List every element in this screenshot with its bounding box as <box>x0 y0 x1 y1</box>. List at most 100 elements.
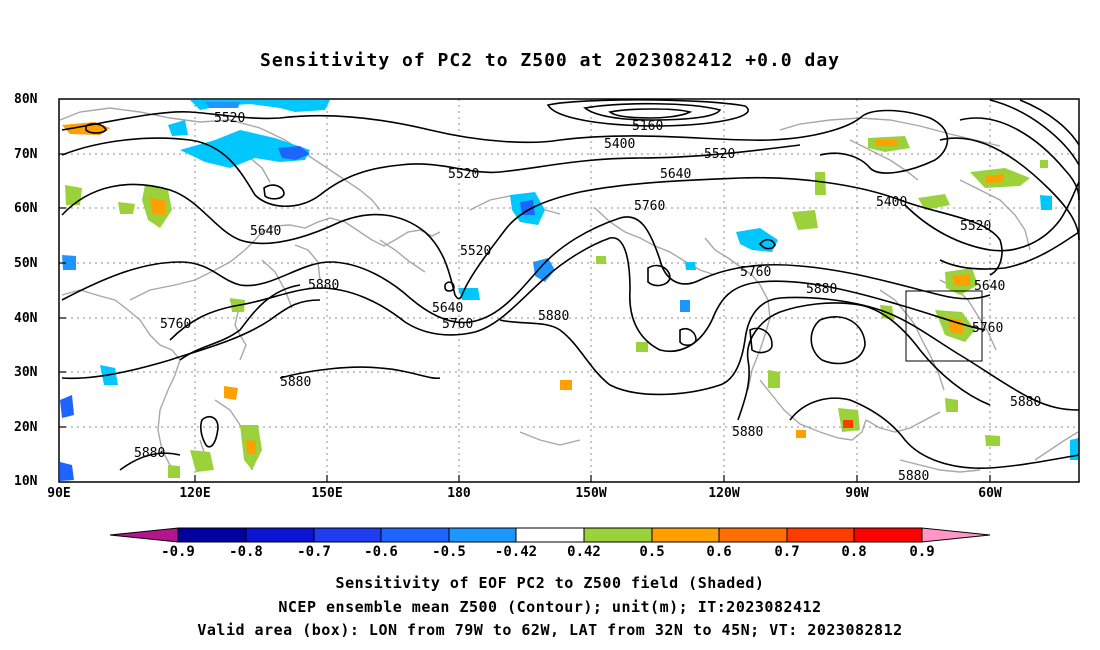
colorbar-swatch <box>583 527 653 543</box>
colorbar-label: 0.6 <box>706 544 732 560</box>
lon-label: 120E <box>179 486 211 501</box>
shade-negative <box>520 200 535 215</box>
contour-label: 5760 <box>740 265 771 280</box>
shade-negative <box>60 462 74 481</box>
shade-positive <box>843 420 853 428</box>
lon-label: 150E <box>311 486 343 501</box>
colorbar-swatch <box>245 527 315 543</box>
shade-positive <box>560 380 572 390</box>
shade-negative <box>278 146 310 160</box>
lon-label: 90W <box>845 486 869 501</box>
shade-positive <box>118 202 135 214</box>
colorbar-label: 0.7 <box>774 544 800 560</box>
colorbar-label: -0.5 <box>432 544 466 560</box>
colorbar-swatch <box>177 527 247 543</box>
colorbar <box>109 527 991 543</box>
contour-label: 5640 <box>660 167 691 182</box>
z500-contours <box>61 99 1080 471</box>
shade-positive <box>875 140 898 146</box>
contour-label: 5760 <box>160 317 191 332</box>
shade-negative <box>60 395 74 418</box>
shade-negative <box>685 262 696 270</box>
contour-label: 5160 <box>632 119 663 134</box>
shade-positive <box>815 172 826 195</box>
shade-negative <box>62 255 76 270</box>
colorbar-label: -0.7 <box>297 544 331 560</box>
shade-negative <box>1070 438 1079 460</box>
colorbar-label: -0.8 <box>229 544 263 560</box>
colorbar-swatch <box>786 527 855 543</box>
colorbar-label: 0.9 <box>909 544 935 560</box>
shade-positive <box>65 185 82 205</box>
contour-label: 5880 <box>134 446 165 461</box>
lon-label: 150W <box>575 486 607 501</box>
lat-label: 50N <box>14 256 38 271</box>
lon-label: 180 <box>447 486 471 501</box>
colorbar-swatch <box>515 527 585 543</box>
lat-label: 10N <box>14 474 38 489</box>
contour-label: 5640 <box>250 224 281 239</box>
lat-label: 20N <box>14 420 38 435</box>
shade-positive <box>918 194 950 210</box>
colorbar-label: -0.6 <box>364 544 398 560</box>
contour-label: 5520 <box>460 244 491 259</box>
caption-valid-area: Valid area (box): LON from 79W to 62W, L… <box>197 621 903 639</box>
lon-label: 60W <box>978 486 1002 501</box>
colorbar-label: 0.42 <box>567 544 601 560</box>
contour-label: 5880 <box>1010 395 1041 410</box>
sensitivity-shading <box>60 100 1079 481</box>
lat-label: 30N <box>14 365 38 380</box>
shade-positive <box>1040 160 1048 168</box>
shade-negative <box>205 102 240 108</box>
colorbar-tip-right <box>921 527 991 543</box>
contour-label: 5640 <box>432 301 463 316</box>
lat-label: 40N <box>14 311 38 326</box>
shade-negative <box>680 300 690 312</box>
shade-positive <box>190 450 214 472</box>
shade-positive <box>224 386 238 400</box>
colorbar-label: 0.5 <box>639 544 665 560</box>
shade-positive <box>246 440 256 454</box>
shade-positive <box>985 435 1000 446</box>
contour-label: 5880 <box>280 375 311 390</box>
shade-positive <box>168 465 180 478</box>
contour-label: 5640 <box>974 279 1005 294</box>
contour-label: 5520 <box>960 219 991 234</box>
shade-positive <box>150 198 165 215</box>
shade-negative <box>168 120 188 136</box>
lat-label: 60N <box>14 201 38 216</box>
colorbar-label: 0.8 <box>841 544 867 560</box>
axis-ticks <box>59 153 991 482</box>
shade-positive <box>768 370 780 388</box>
contour-labels: 5520 5160 5400 5520 5520 5640 5760 5400 … <box>134 111 1041 461</box>
shade-negative <box>736 228 778 252</box>
shade-positive <box>636 342 648 352</box>
shade-positive <box>948 318 964 334</box>
colorbar-swatch <box>448 527 517 543</box>
contour-label: 5760 <box>442 317 473 332</box>
contour-label: 5760 <box>634 199 665 214</box>
contour-label: 5880 <box>806 282 837 297</box>
shade-positive <box>796 430 806 438</box>
shade-negative <box>533 258 555 282</box>
shade-positive <box>596 256 606 264</box>
caption-shading: Sensitivity of EOF PC2 to Z500 field (Sh… <box>335 574 765 592</box>
lat-label: 80N <box>14 92 38 107</box>
shade-positive <box>945 398 958 412</box>
coastlines <box>59 107 1079 476</box>
lat-label: 70N <box>14 147 38 162</box>
contour-label: 5880 <box>732 425 763 440</box>
colorbar-swatch <box>853 527 923 543</box>
contour-label: 5400 <box>876 195 907 210</box>
shade-negative <box>180 130 310 168</box>
plot-title: Sensitivity of PC2 to Z500 at 2023082412… <box>259 50 840 71</box>
shade-positive <box>792 210 818 230</box>
colorbar-swatch <box>718 527 788 543</box>
shade-positive <box>985 174 1004 183</box>
shade-positive <box>952 274 970 286</box>
map-frame <box>58 98 1080 483</box>
colorbar-tip-left <box>109 527 179 543</box>
contour-label: 5880 <box>538 309 569 324</box>
contour-label: 5880 <box>308 278 339 293</box>
